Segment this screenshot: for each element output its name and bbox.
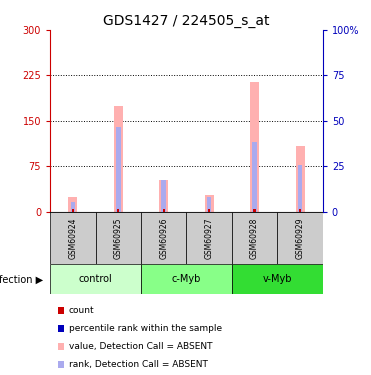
Bar [114, 106, 123, 212]
Text: rank, Detection Call = ABSENT: rank, Detection Call = ABSENT [69, 360, 207, 369]
Bar [250, 81, 259, 212]
Bar [68, 197, 78, 212]
Text: GSM60924: GSM60924 [68, 217, 77, 259]
Text: c-Myb: c-Myb [172, 274, 201, 284]
Bar [253, 210, 256, 212]
Text: GSM60926: GSM60926 [159, 217, 168, 259]
Text: GSM60929: GSM60929 [296, 217, 305, 259]
Text: GSM60927: GSM60927 [205, 217, 214, 259]
Title: GDS1427 / 224505_s_at: GDS1427 / 224505_s_at [103, 13, 270, 28]
Bar [159, 180, 168, 212]
Bar [205, 195, 214, 212]
Bar [232, 212, 278, 264]
Bar [117, 210, 119, 212]
Bar [162, 210, 165, 212]
Bar [296, 146, 305, 212]
Bar [278, 212, 323, 264]
Text: v-Myb: v-Myb [263, 274, 292, 284]
Bar [50, 264, 141, 294]
Bar [207, 197, 211, 212]
Bar [116, 127, 121, 212]
Bar [141, 264, 232, 294]
Text: control: control [79, 274, 112, 284]
Bar [252, 142, 257, 212]
Text: GSM60928: GSM60928 [250, 217, 259, 259]
Bar [72, 210, 74, 212]
Text: percentile rank within the sample: percentile rank within the sample [69, 324, 222, 333]
Text: GSM60925: GSM60925 [114, 217, 123, 259]
Bar [187, 212, 232, 264]
Bar [96, 212, 141, 264]
Bar [298, 165, 302, 212]
Text: value, Detection Call = ABSENT: value, Detection Call = ABSENT [69, 342, 212, 351]
Text: count: count [69, 306, 94, 315]
Bar [208, 210, 210, 212]
Bar [70, 202, 75, 212]
Bar [299, 210, 301, 212]
Bar [232, 264, 323, 294]
Bar [141, 212, 187, 264]
Bar [50, 212, 96, 264]
Bar [161, 180, 166, 212]
Text: infection ▶: infection ▶ [0, 274, 43, 284]
